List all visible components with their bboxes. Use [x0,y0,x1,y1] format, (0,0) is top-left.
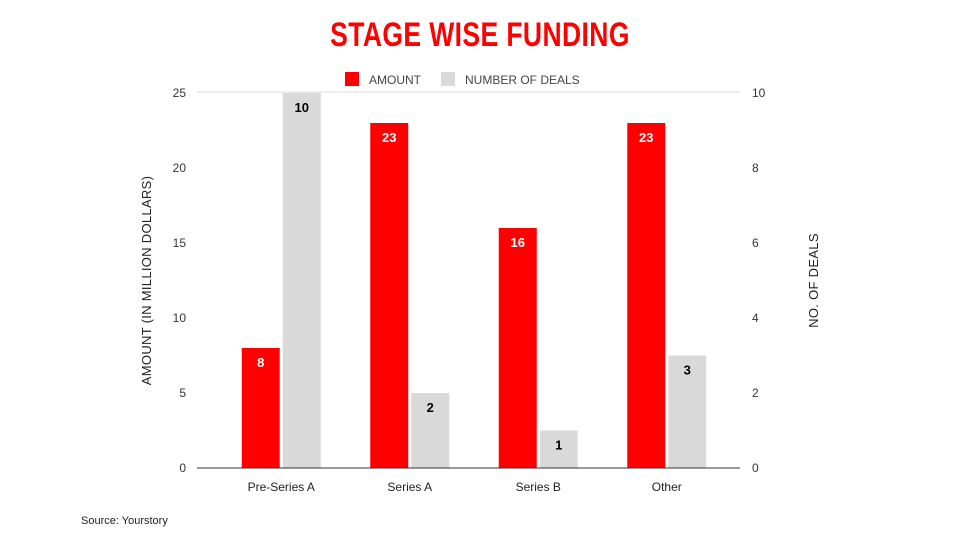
category-label: Pre-Series A [248,480,315,494]
data-label: 2 [427,400,434,415]
right-tick-label: 2 [752,386,759,400]
data-label: 16 [511,235,525,250]
legend-label-0: AMOUNT [369,73,422,87]
right-tick-label: 8 [752,161,759,175]
right-tick-label: 6 [752,236,759,250]
left-tick-label: 5 [179,386,186,400]
data-label: 10 [295,100,309,115]
bar-amount [241,348,280,468]
bar-amount [627,123,666,468]
category-label: Series A [387,480,432,494]
right-tick-label: 10 [752,86,766,100]
left-tick-label: 20 [173,161,187,175]
category-label: Series B [516,480,561,494]
data-label: 1 [555,438,562,453]
bar-deals [539,430,578,468]
bar-deals [668,355,707,468]
category-label: Other [652,480,682,494]
data-label: 23 [639,130,653,145]
bar-amount [370,123,409,468]
source-note: Source: Yourstory [81,515,168,527]
right-tick-label: 4 [752,311,759,325]
left-tick-label: 10 [173,311,187,325]
data-label: 23 [382,130,396,145]
legend-label-1: NUMBER OF DEALS [465,73,580,87]
legend-swatch-0 [345,72,359,86]
right-axis-title: NO. OF DEALS [806,233,821,328]
data-label: 3 [684,363,691,378]
right-tick-label: 0 [752,461,759,475]
left-tick-label: 25 [173,86,187,100]
bar-deals [282,93,321,468]
bar-deals [411,393,450,468]
data-label: 8 [257,355,264,370]
legend-swatch-1 [441,72,455,86]
left-tick-label: 0 [179,461,186,475]
chart-title: STAGE WISE FUNDING [330,16,630,54]
left-tick-label: 15 [173,236,187,250]
left-axis-title: AMOUNT (IN MILLION DOLLARS) [139,176,154,385]
bar-amount [498,228,537,468]
